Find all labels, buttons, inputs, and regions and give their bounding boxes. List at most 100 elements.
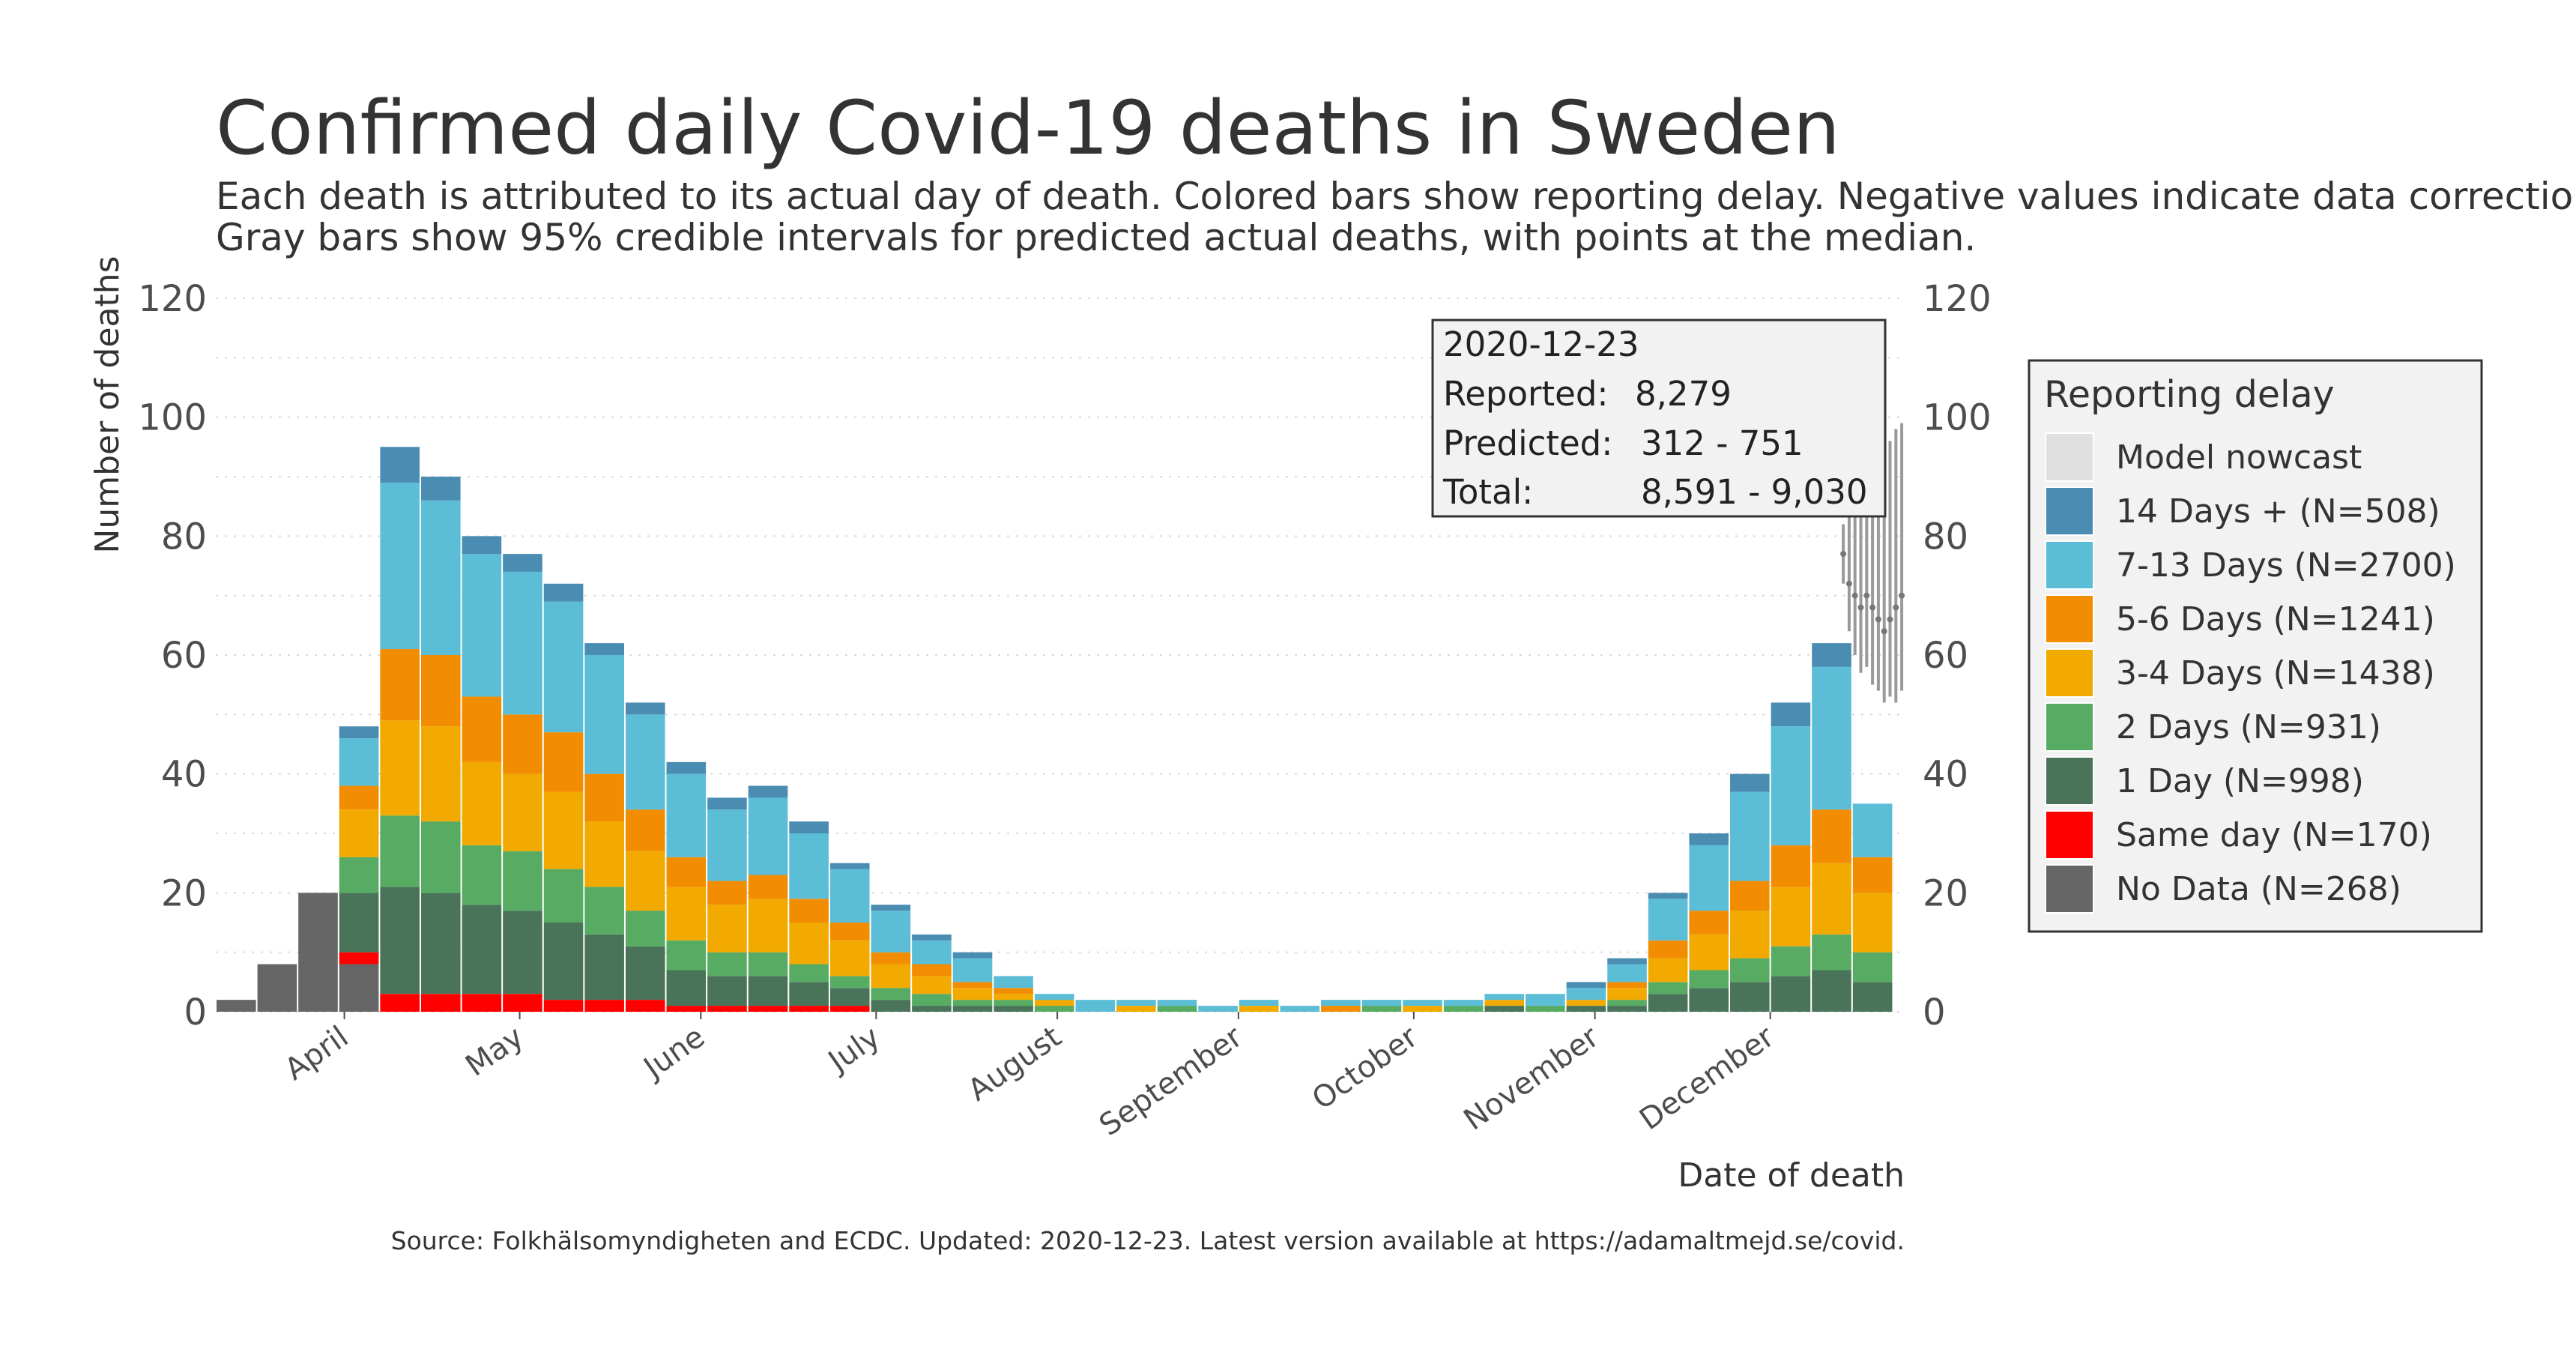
legend-background (2028, 359, 2483, 933)
bar-segment (871, 905, 911, 911)
bar-segment (1198, 1006, 1238, 1012)
bar-segment (1443, 1000, 1484, 1007)
bar-segment (707, 797, 747, 810)
bar-segment (829, 976, 870, 989)
annotation-reported-value: 8,279 (1635, 374, 1732, 414)
bar-segment (1648, 994, 1688, 1012)
bar-segment (380, 649, 420, 721)
bar-segment (1730, 958, 1770, 983)
bar-segment (1771, 976, 1811, 1012)
bar-segment (871, 988, 911, 1001)
bar-segment (666, 940, 707, 971)
bar-segment (1566, 1006, 1606, 1012)
legend-label: 7-13 Days (N=2700) (2116, 546, 2456, 585)
bar-segment (462, 845, 502, 905)
bar-segment (503, 851, 542, 911)
bar-segment (912, 976, 952, 995)
bar-segment (1157, 1000, 1197, 1007)
y-tick-label-left: 80 (161, 516, 207, 558)
bar-segment (1771, 946, 1811, 977)
bar-segment (625, 851, 665, 911)
legend-label: 1 Day (N=998) (2116, 762, 2364, 800)
bar-segment (952, 988, 993, 1001)
bar-segment (420, 655, 461, 727)
legend-swatch (2045, 864, 2094, 914)
bar-segment (748, 952, 788, 977)
bar-segment (829, 923, 870, 941)
bar-segment (584, 643, 624, 655)
bar-segment (748, 875, 788, 899)
annotation-box: 2020-12-23 Reported: 8,279 Predicted: 31… (1431, 319, 1887, 518)
bar-segment (707, 1006, 747, 1012)
nowcast-median-point (1845, 580, 1852, 587)
bar-segment (789, 964, 829, 983)
bar-segment (543, 791, 584, 869)
bar-segment (1239, 1006, 1279, 1012)
bar-segment (994, 994, 1033, 1001)
bar-segment (625, 702, 665, 715)
bar-segment (503, 773, 542, 851)
legend-label: 2 Days (N=931) (2116, 708, 2381, 746)
bar-segment (298, 893, 338, 1012)
bar-segment (789, 899, 829, 923)
chart-subtitle-line2: Gray bars show 95% credible intervals fo… (216, 216, 1976, 259)
bar-segment (1812, 934, 1851, 971)
bar-segment (1239, 1000, 1279, 1007)
bar-segment (707, 809, 747, 881)
bar-segment (339, 893, 379, 953)
bar-segment (584, 1000, 624, 1012)
bar-segment (1484, 1006, 1525, 1012)
bar-segment (1648, 893, 1688, 899)
bar-segment (1730, 982, 1770, 1012)
bar-segment (462, 554, 502, 697)
nowcast-median-point (1899, 592, 1905, 599)
y-tick-label-left: 20 (161, 872, 207, 914)
bar-segment (420, 726, 461, 822)
legend-label: 14 Days + (N=508) (2116, 492, 2440, 531)
annotation-date: 2020-12-23 (1443, 325, 1639, 364)
bar-segment (789, 833, 829, 899)
bar-segment (871, 952, 911, 965)
y-tick-label-left: 60 (161, 635, 207, 677)
bar-segment (462, 536, 502, 555)
bar-segment (829, 940, 870, 977)
bar-segment (1771, 726, 1811, 845)
y-tick-label-right: 40 (1923, 754, 1968, 796)
bar-segment (952, 958, 993, 983)
legend-label: No Data (N=268) (2116, 870, 2401, 908)
bar-segment (666, 773, 707, 857)
bar-segment (1648, 982, 1688, 995)
bar-segment (1689, 833, 1729, 845)
legend-items: Model nowcast 14 Days + (N=508) 7-13 Days … (2045, 432, 2456, 914)
bar-segment (994, 988, 1033, 995)
bar-segment (543, 923, 584, 1001)
bar-segment (420, 893, 461, 995)
nowcast-median-point (1881, 628, 1887, 635)
x-tick-label: July (820, 1020, 886, 1081)
bar-segment (1526, 994, 1565, 1007)
bar-segment (1484, 994, 1525, 1001)
legend-swatch (2045, 594, 2094, 644)
legend-label: Same day (N=170) (2116, 816, 2432, 854)
bar-segment (829, 1006, 870, 1012)
bar-segment (871, 964, 911, 989)
bar-segment (748, 797, 788, 875)
legend-swatch (2045, 486, 2094, 536)
bar-segment (625, 714, 665, 810)
bar-segment (217, 1000, 256, 1012)
bar-segment (584, 934, 624, 1001)
caption: Source: Folkhälsomyndigheten and ECDC. U… (391, 1226, 1905, 1255)
bar-segment (1771, 845, 1811, 887)
stacked-bars (217, 447, 1893, 1012)
legend-swatch (2045, 648, 2094, 698)
bar-segment (1034, 1000, 1074, 1007)
bar-segment (829, 863, 870, 869)
bar-segment (1280, 1006, 1320, 1012)
y-tick-label-right: 120 (1923, 278, 1992, 320)
bar-segment (666, 970, 707, 1007)
bar-segment (1812, 863, 1851, 935)
y-tick-label-right: 20 (1923, 872, 1968, 914)
bar-segment (584, 773, 624, 822)
nowcast-median-point (1887, 616, 1893, 623)
